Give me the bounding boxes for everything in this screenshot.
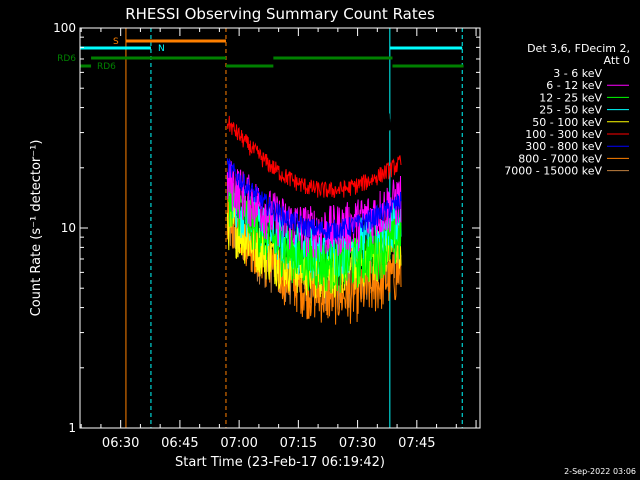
flag-bars	[80, 39, 464, 68]
footer-date: 2-Sep-2022 03:06	[564, 467, 636, 476]
x-tick-label: 06:45	[161, 436, 198, 451]
series-line	[226, 158, 402, 242]
night-label: N	[158, 44, 165, 54]
legend-entry-label: 6 - 12 keV	[546, 79, 602, 92]
legend-entry-label: 3 - 6 keV	[553, 67, 602, 80]
x-tick-label: 07:45	[398, 436, 435, 451]
y-tick-label: 100	[53, 21, 76, 35]
legend-header-line-1: Det 3,6, FDecim 2,	[527, 42, 630, 55]
x-axis: 06:30 06:45 07:00 07:15 07:30 07:45	[80, 28, 477, 451]
legend-entry-label: 800 - 7000 keV	[518, 152, 602, 165]
legend-entry-label: 100 - 300 keV	[525, 128, 602, 141]
rd6-inline-label: RD6	[97, 62, 116, 72]
series-line	[226, 160, 402, 259]
rd6-left-label: RD6	[57, 54, 76, 64]
y-axis: 1 10 100	[53, 21, 480, 435]
x-tick-label: 06:30	[102, 436, 139, 451]
legend-entry-label: 300 - 800 keV	[525, 140, 602, 153]
legend-entry-label: 50 - 100 keV	[532, 116, 602, 129]
legend-header-line-2: Att 0	[604, 54, 630, 67]
chart-title: RHESSI Observing Summary Count Rates	[125, 5, 435, 23]
legend-entry-label: 25 - 50 keV	[539, 104, 602, 117]
legend-entry-label: 12 - 25 keV	[539, 91, 602, 104]
y-tick-label: 1	[68, 421, 76, 435]
series-line	[226, 95, 402, 156]
x-tick-label: 07:00	[220, 436, 257, 451]
series-line	[226, 115, 402, 199]
x-tick-label: 07:30	[339, 436, 376, 451]
y-axis-label: Count Rate (s⁻¹ detector⁻¹)	[29, 140, 44, 317]
y-tick-label: 10	[61, 221, 76, 235]
x-tick-label: 07:15	[280, 436, 317, 451]
x-axis-label: Start Time (23-Feb-17 06:19:42)	[175, 455, 385, 470]
saa-label: S	[113, 37, 119, 47]
series-traces	[226, 95, 402, 325]
legend-entry-label: 7000 - 15000 keV	[504, 165, 602, 178]
